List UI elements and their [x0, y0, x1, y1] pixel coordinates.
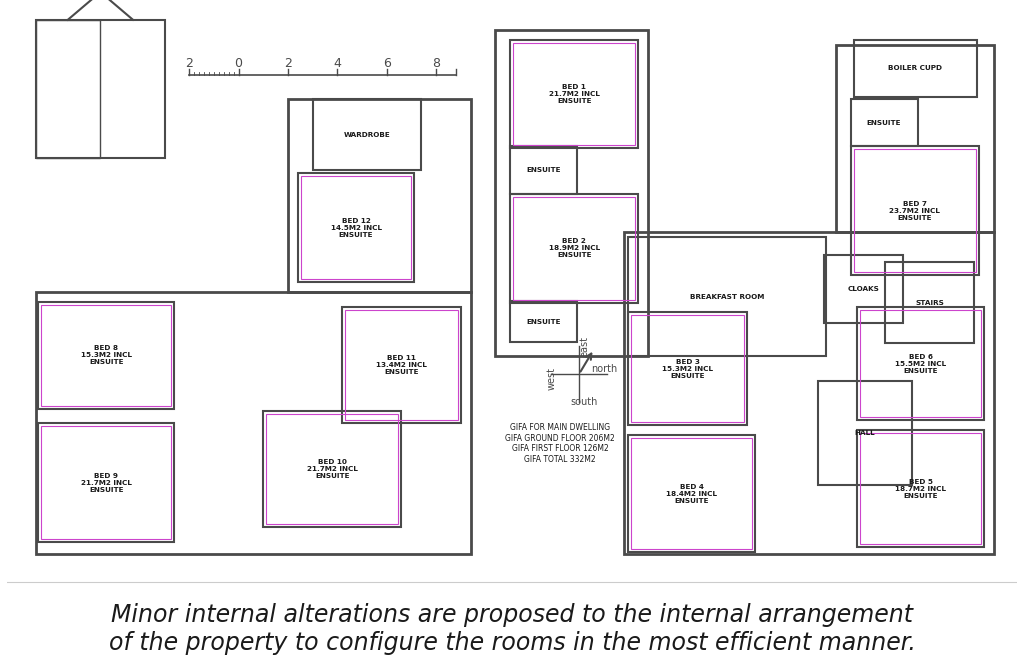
Text: ENSUITE: ENSUITE [526, 167, 561, 173]
Bar [632, 315, 744, 422]
Text: of the property to configure the rooms in the most efficient manner.: of the property to configure the rooms i… [109, 631, 915, 655]
Text: BED 9
21.7M2 INCL
ENSUITE: BED 9 21.7M2 INCL ENSUITE [81, 473, 132, 493]
Bar [298, 173, 415, 282]
Bar [824, 255, 903, 323]
Bar [41, 426, 171, 539]
Bar [41, 305, 171, 406]
Text: south: south [570, 397, 598, 407]
Bar [629, 238, 826, 356]
Text: 4: 4 [334, 57, 341, 70]
Text: GIFA FOR MAIN DWELLING
GIFA GROUND FLOOR 206M2
GIFA FIRST FLOOR 126M2
GIFA TOTAL: GIFA FOR MAIN DWELLING GIFA GROUND FLOOR… [505, 424, 614, 463]
Text: BED 2
18.9M2 INCL
ENSUITE: BED 2 18.9M2 INCL ENSUITE [549, 238, 600, 258]
Bar [38, 302, 174, 409]
Text: BED 1
21.7M2 INCL
ENSUITE: BED 1 21.7M2 INCL ENSUITE [549, 84, 600, 104]
Bar [342, 307, 461, 424]
Text: east: east [579, 336, 589, 357]
Bar [857, 307, 984, 420]
Bar [860, 434, 981, 544]
Text: BED 6
15.5M2 INCL
ENSUITE: BED 6 15.5M2 INCL ENSUITE [895, 354, 946, 374]
Text: STAIRS: STAIRS [915, 300, 944, 306]
Text: HALL: HALL [855, 430, 876, 436]
Bar [854, 40, 977, 97]
Text: BED 7
23.7M2 INCL
ENSUITE: BED 7 23.7M2 INCL ENSUITE [889, 201, 940, 220]
Bar [851, 99, 918, 147]
Text: 0: 0 [234, 57, 243, 70]
Bar [510, 40, 638, 148]
Text: BED 8
15.3M2 INCL
ENSUITE: BED 8 15.3M2 INCL ENSUITE [81, 345, 132, 365]
Bar [38, 424, 174, 542]
Text: west: west [547, 368, 556, 391]
Bar [885, 262, 974, 343]
Text: 2: 2 [185, 57, 194, 70]
Bar [345, 310, 458, 420]
Text: ENSUITE: ENSUITE [867, 119, 901, 125]
Text: BED 10
21.7M2 INCL
ENSUITE: BED 10 21.7M2 INCL ENSUITE [307, 459, 357, 479]
Bar [818, 381, 911, 484]
Text: BED 5
18.7M2 INCL
ENSUITE: BED 5 18.7M2 INCL ENSUITE [895, 478, 946, 499]
Bar [312, 99, 421, 170]
Text: BOILER CUPD: BOILER CUPD [888, 65, 942, 71]
Bar [854, 149, 976, 272]
Bar [857, 430, 984, 547]
Bar [263, 411, 401, 527]
Bar [632, 438, 752, 549]
Text: 6: 6 [383, 57, 390, 70]
Bar [510, 147, 578, 194]
Text: 8: 8 [432, 57, 440, 70]
Text: CLOAKS: CLOAKS [848, 286, 880, 292]
Bar [629, 312, 746, 426]
Bar [513, 42, 635, 145]
Text: BED 3
15.3M2 INCL
ENSUITE: BED 3 15.3M2 INCL ENSUITE [663, 358, 713, 379]
Text: WARDROBE: WARDROBE [343, 131, 390, 137]
Text: Minor internal alterations are proposed to the internal arrangement: Minor internal alterations are proposed … [111, 603, 913, 628]
Bar [510, 301, 578, 343]
Text: BED 11
13.4M2 INCL
ENSUITE: BED 11 13.4M2 INCL ENSUITE [376, 355, 427, 375]
Bar [510, 194, 638, 303]
Text: BREAKFAST ROOM: BREAKFAST ROOM [690, 294, 764, 300]
Text: BED 4
18.4M2 INCL
ENSUITE: BED 4 18.4M2 INCL ENSUITE [667, 484, 717, 504]
Text: BED 12
14.5M2 INCL
ENSUITE: BED 12 14.5M2 INCL ENSUITE [331, 218, 382, 238]
Bar [301, 176, 412, 279]
Bar [629, 436, 755, 552]
Bar [513, 197, 635, 300]
Text: ENSUITE: ENSUITE [526, 319, 561, 325]
Bar [860, 310, 981, 418]
Text: north: north [591, 364, 617, 374]
Bar [851, 147, 979, 275]
Bar [266, 414, 398, 524]
Text: 2: 2 [284, 57, 292, 70]
Bar [36, 20, 165, 158]
Bar [36, 20, 100, 158]
